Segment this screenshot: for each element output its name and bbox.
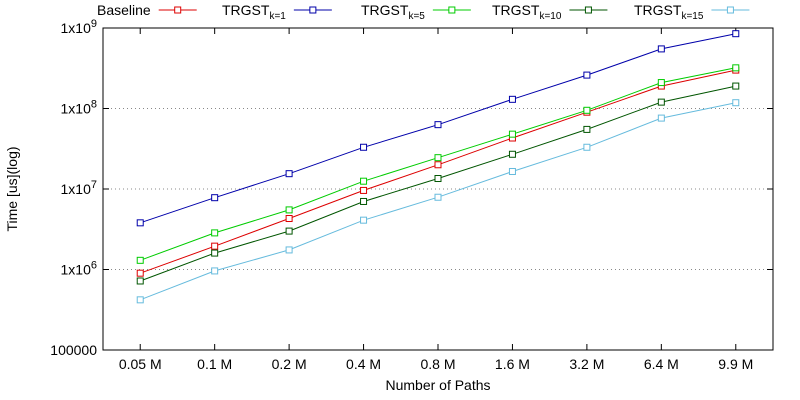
legend-entry: TRGSTk=15 bbox=[634, 2, 750, 22]
series-line bbox=[140, 69, 736, 274]
data-point bbox=[360, 197, 368, 205]
data-point bbox=[508, 95, 516, 103]
x-tick-label: 0.1 M bbox=[197, 356, 232, 372]
data-point bbox=[434, 193, 442, 201]
data-point bbox=[360, 177, 368, 185]
legend-entry: TRGSTk=10 bbox=[492, 2, 608, 22]
y-tick-label: 1x106 bbox=[61, 260, 97, 278]
data-point bbox=[360, 186, 368, 194]
x-axis-title: Number of Paths bbox=[385, 377, 490, 393]
legend-swatch-marker bbox=[726, 6, 734, 14]
axis-ticks: 100000 1x106 1x107 1x108 1x109 0.05 M 0.1 M 0.2… bbox=[50, 18, 773, 372]
data-point bbox=[434, 161, 442, 169]
y-tick-label: 1x109 bbox=[61, 18, 97, 36]
series-3 bbox=[136, 64, 740, 264]
series-4 bbox=[136, 82, 740, 285]
data-point bbox=[285, 227, 293, 235]
series-2 bbox=[136, 30, 740, 227]
data-point bbox=[732, 82, 740, 90]
gridlines bbox=[103, 108, 773, 270]
data-point bbox=[211, 267, 219, 275]
legend-entry: TRGSTk=5 bbox=[361, 2, 471, 22]
x-tick-label: 1.6 M bbox=[495, 356, 530, 372]
data-point bbox=[211, 229, 219, 237]
data-point bbox=[583, 71, 591, 79]
data-point bbox=[732, 30, 740, 38]
x-tick-label: 0.05 M bbox=[119, 356, 162, 372]
data-point bbox=[732, 99, 740, 107]
data-point bbox=[360, 216, 368, 224]
data-point bbox=[657, 45, 665, 53]
data-point bbox=[583, 125, 591, 133]
data-point bbox=[583, 106, 591, 114]
legend-swatch-marker bbox=[309, 6, 317, 14]
data-point bbox=[508, 150, 516, 158]
x-tick-label: 0.8 M bbox=[420, 356, 455, 372]
data-point bbox=[285, 246, 293, 254]
data-point bbox=[136, 296, 144, 304]
y-axis-title: Time [us](log) bbox=[4, 146, 20, 231]
data-point bbox=[434, 154, 442, 162]
legend-label: TRGSTk=15 bbox=[634, 2, 704, 22]
data-point bbox=[360, 143, 368, 151]
data-point bbox=[583, 143, 591, 151]
data-point bbox=[732, 64, 740, 72]
data-point bbox=[211, 242, 219, 250]
data-point bbox=[285, 215, 293, 223]
y-tick-label: 100000 bbox=[50, 342, 97, 358]
legend-label: TRGSTk=10 bbox=[492, 2, 562, 22]
x-tick-label: 6.4 M bbox=[644, 356, 679, 372]
data-point bbox=[285, 170, 293, 178]
data-point bbox=[285, 206, 293, 214]
data-point bbox=[136, 219, 144, 227]
legend-swatch-marker bbox=[174, 6, 182, 14]
data-point bbox=[508, 130, 516, 138]
data-point bbox=[508, 167, 516, 175]
data-point bbox=[211, 194, 219, 202]
legend-entry: TRGSTk=1 bbox=[222, 2, 332, 22]
data-point bbox=[434, 175, 442, 183]
series-line bbox=[140, 85, 736, 282]
data-point bbox=[657, 114, 665, 122]
legend-entry: Baseline bbox=[97, 2, 197, 18]
x-tick-label: 0.4 M bbox=[346, 356, 381, 372]
legend-label: TRGSTk=1 bbox=[222, 2, 286, 22]
x-tick-label: 3.2 M bbox=[569, 356, 604, 372]
legend: Baseline TRGSTk=1 TRGSTk=5 TRGSTk=10 TRGSTk=… bbox=[97, 2, 750, 22]
x-tick-label: 9.9 M bbox=[718, 356, 753, 372]
legend-label: Baseline bbox=[97, 2, 151, 18]
legend-label: TRGSTk=5 bbox=[361, 2, 425, 22]
data-point bbox=[136, 256, 144, 264]
data-point bbox=[657, 79, 665, 87]
y-tick-label: 1x108 bbox=[61, 99, 97, 117]
series-line bbox=[140, 102, 736, 301]
series-5 bbox=[136, 99, 740, 304]
x-tick-label: 0.2 M bbox=[272, 356, 307, 372]
data-point bbox=[657, 98, 665, 106]
data-point bbox=[136, 277, 144, 285]
y-tick-label: 1x107 bbox=[61, 179, 97, 197]
series-1 bbox=[136, 66, 740, 277]
legend-swatch-marker bbox=[448, 6, 456, 14]
data-point bbox=[211, 249, 219, 257]
legend-swatch-marker bbox=[584, 6, 592, 14]
series-lines bbox=[136, 30, 740, 304]
data-point bbox=[434, 121, 442, 129]
data-point bbox=[136, 269, 144, 277]
